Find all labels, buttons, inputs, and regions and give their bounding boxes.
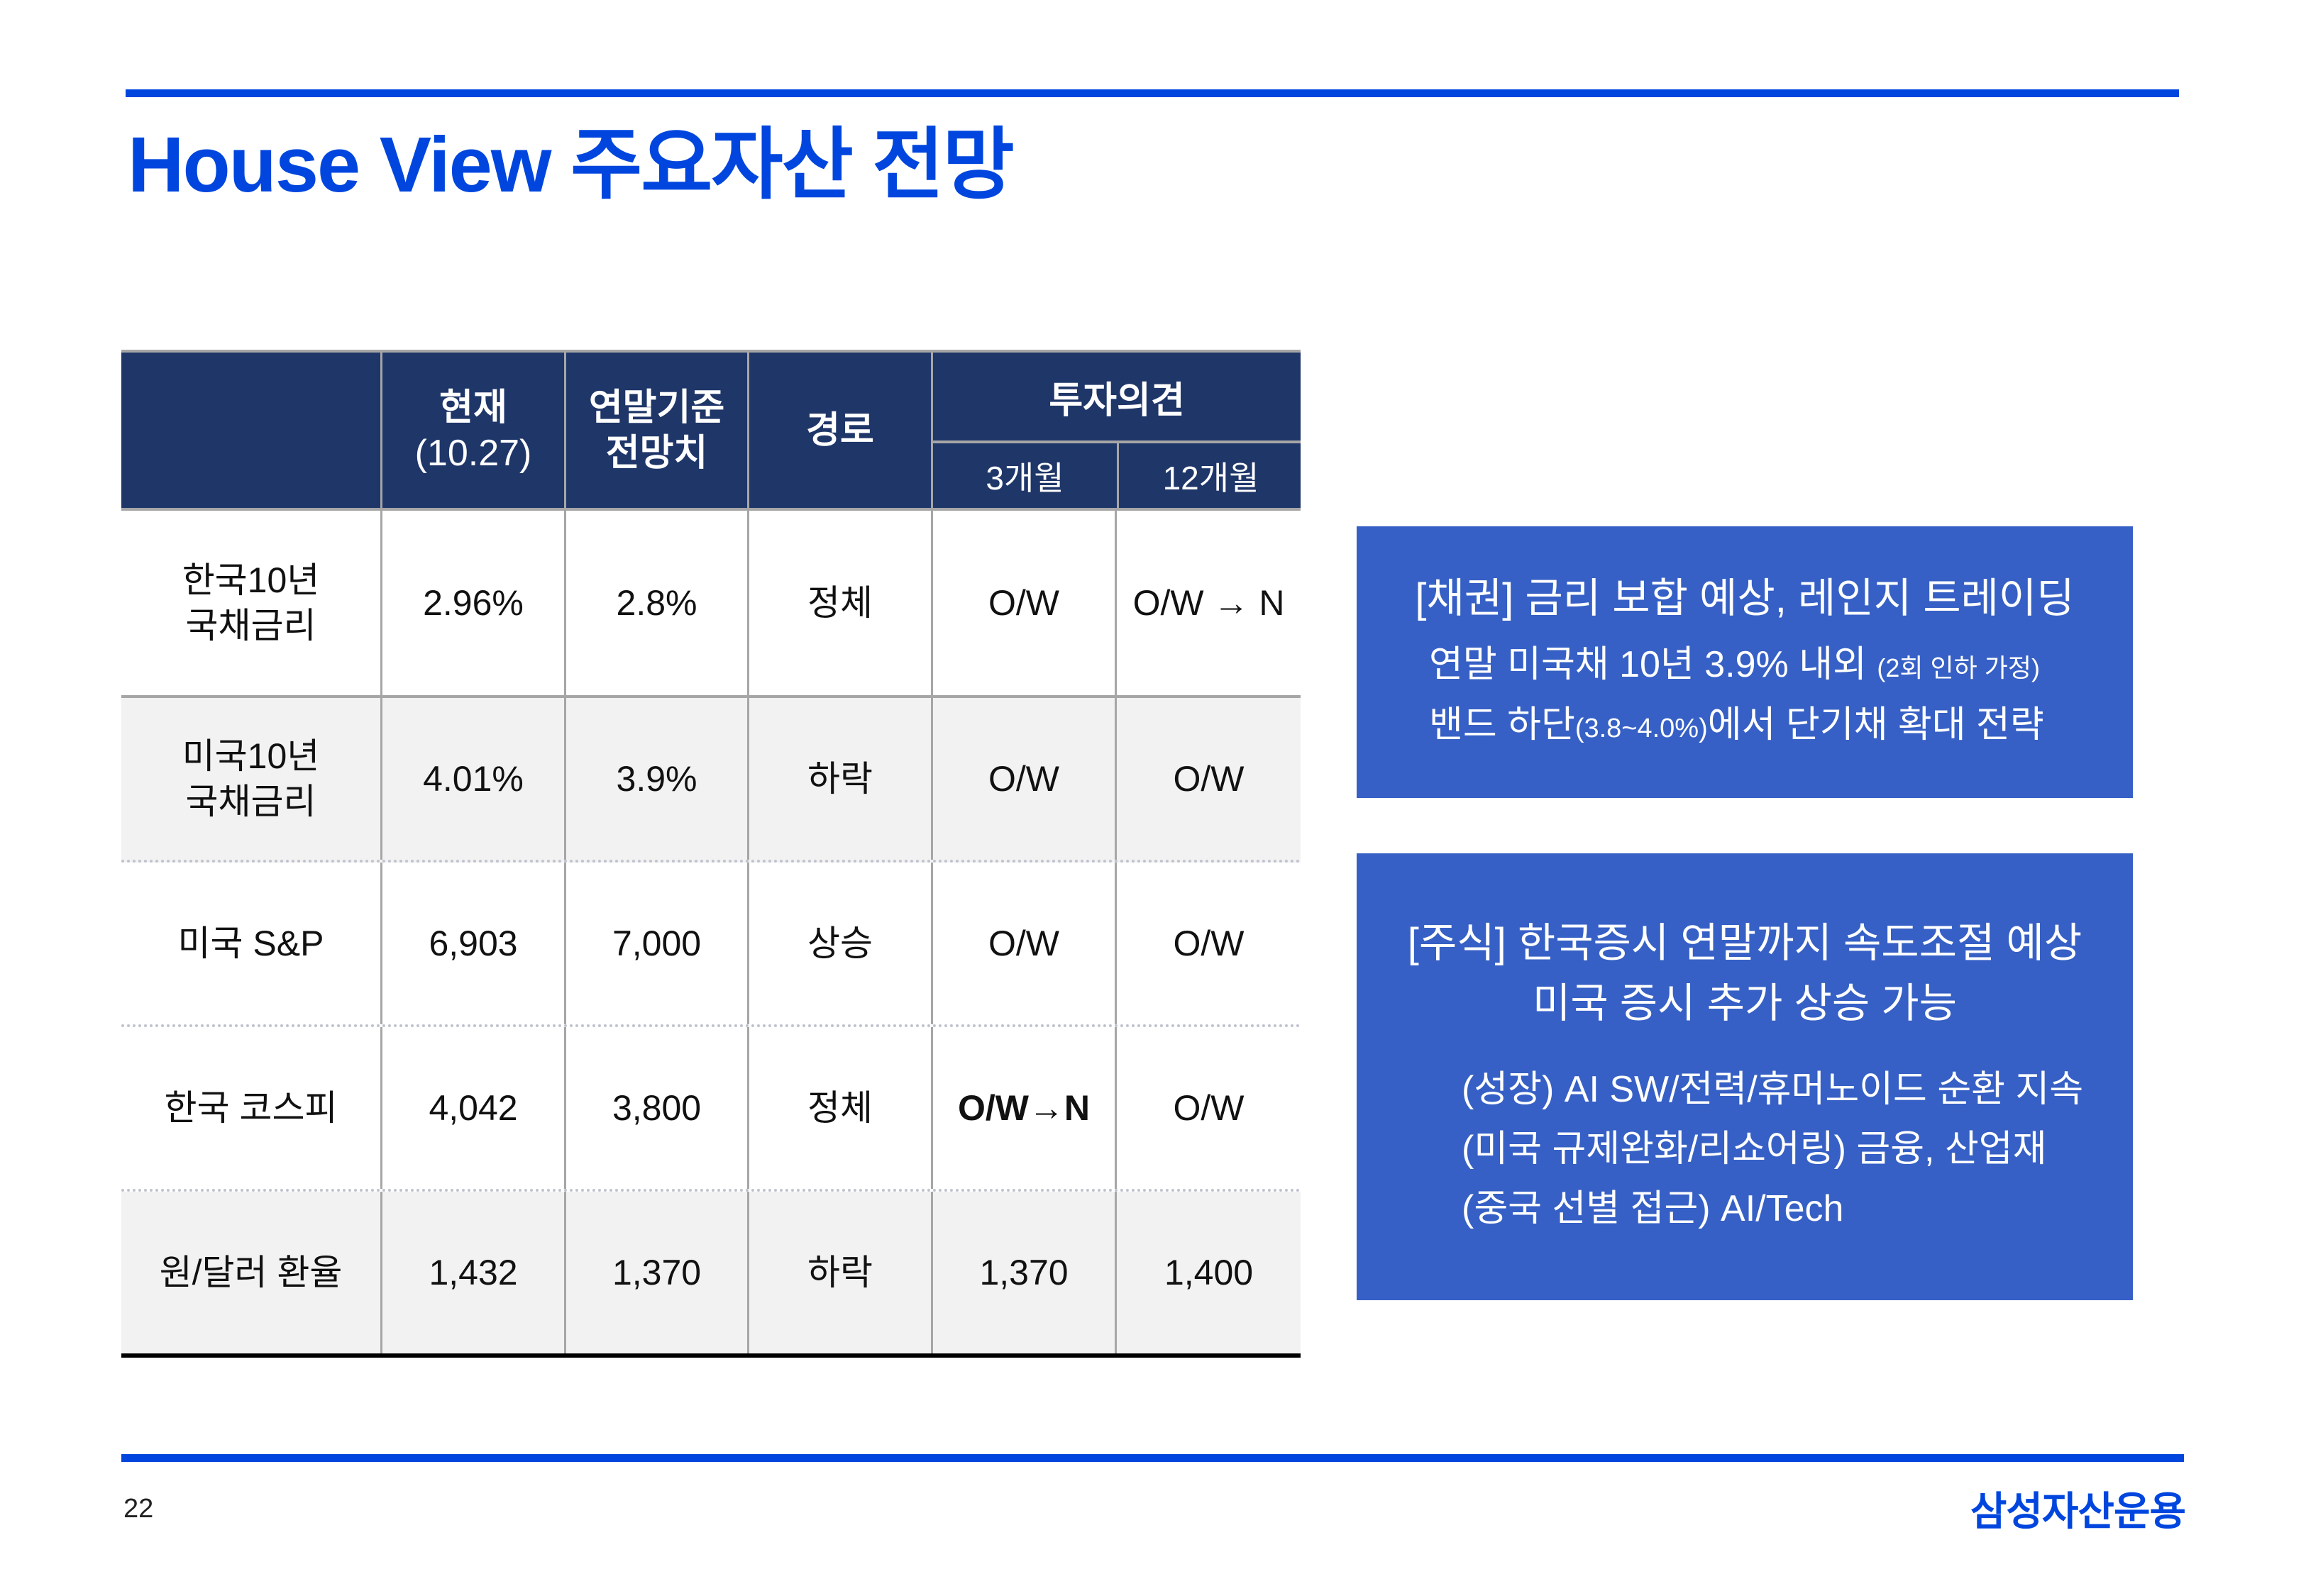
header-current-date: (10.27) [414,432,532,474]
equity-outlook-callout: [주식] 한국증시 연말까지 속도조절 예상 미국 증시 추가 상승 가능 (성… [1357,853,2133,1300]
header-opinion-12m: 12개월 [1117,443,1303,508]
cell-opinion-3m: O/W→N [931,1027,1115,1189]
equity-point: (중국 선별 접근) AI/Tech [1462,1188,1844,1229]
header-opinion-label: 투자의견 [933,353,1301,443]
header-forecast-line2: 전망치 [605,432,708,474]
asset-name-line1: 한국10년 [182,560,320,600]
bond-line-1: 연말 미국채 10년 3.9% 내외 (2회 인하 가정) [1429,640,2040,693]
header-forecast: 연말기준 전망치 [564,353,747,508]
bond-line-1-note: (2회 인하 가정) [1877,653,2040,682]
cell-asset: 미국10년 국채금리 [121,698,380,860]
cell-forecast: 1,370 [564,1192,747,1353]
bond-outlook-callout: [채권] 금리 보합 예상, 레인지 트레이딩 연말 미국채 10년 3.9% … [1357,526,2133,798]
asset-outlook-table: 현재 (10.27) 연말기준 전망치 경로 투자의견 3개월 12개월 한국1… [121,350,1301,1358]
cell-opinion-12m: O/W [1115,863,1301,1024]
table-row: 한국10년 국채금리 2.96% 2.8% 정체 O/W O/W → N [121,511,1301,698]
table-row: 미국10년 국채금리 4.01% 3.9% 하락 O/W O/W [121,698,1301,863]
cell-opinion-12m: O/W → N [1115,511,1301,695]
cell-asset: 미국 S&P [177,924,324,963]
bond-line-2: 밴드 하단(3.8~4.0%)에서 단기채 확대 전략 [1429,700,2044,753]
bond-line-1-main: 연말 미국채 10년 3.9% 내외 [1429,644,1877,685]
header-opinion-group: 투자의견 3개월 12개월 [931,353,1301,508]
header-current-label: 현재 [439,387,507,428]
cell-opinion-3m: 1,370 [931,1192,1115,1353]
table-row: 한국 코스피 4,042 3,800 정체 O/W→N O/W [121,1027,1301,1192]
header-path: 경로 [747,353,931,508]
cell-current: 4,042 [380,1027,564,1189]
header-asset [121,353,380,508]
header-current: 현재 (10.27) [380,353,564,508]
cell-opinion-12m: O/W [1115,698,1301,860]
cell-opinion-3m: O/W [931,698,1115,860]
brand-logo: 삼성자산운용 [1970,1489,2186,1534]
cell-path: 하락 [747,1192,931,1353]
page-title: House View 주요자산 전망 [128,121,1015,209]
bond-line-2-pre: 밴드 하단 [1429,704,1575,746]
cell-opinion-3m: O/W [931,511,1115,695]
header-opinion-3m: 3개월 [986,459,1064,497]
asset-name-line1: 미국10년 [182,736,320,776]
equity-point: (미국 규제완화/리쇼어링) 금융, 산업재 [1462,1129,2047,1170]
cell-path: 정체 [747,511,931,695]
cell-path: 상승 [747,863,931,1024]
cell-current: 6,903 [380,863,564,1024]
cell-forecast: 7,000 [564,863,747,1024]
cell-opinion-3m: O/W [931,863,1115,1024]
bottom-accent-rule [121,1454,2184,1462]
equity-headline-2: 미국 증시 추가 상승 가능 [1532,980,1958,1026]
cell-path: 정체 [747,1027,931,1189]
header-forecast-line1: 연말기준 [588,387,725,428]
table-row: 미국 S&P 6,903 7,000 상승 O/W O/W [121,863,1301,1027]
top-accent-rule [126,89,2179,97]
bond-headline: [채권] 금리 보합 예상, 레인지 트레이딩 [1415,575,2075,621]
asset-name-line2: 국채금리 [185,606,316,645]
cell-current: 1,432 [380,1192,564,1353]
equity-point: (성장) AI SW/전력/휴머노이드 순환 지속 [1462,1069,2084,1110]
asset-name-line2: 국채금리 [185,782,316,821]
equity-headline-1: [주식] 한국증시 연말까지 속도조절 예상 [1407,920,2082,966]
cell-current: 2.96% [380,511,564,695]
table-header: 현재 (10.27) 연말기준 전망치 경로 투자의견 3개월 12개월 [121,350,1301,511]
cell-forecast: 2.8% [564,511,747,695]
cell-asset: 한국10년 국채금리 [121,511,380,695]
cell-current: 4.01% [380,698,564,860]
bond-line-2-post: 에서 단기채 확대 전략 [1707,704,2044,746]
cell-forecast: 3,800 [564,1027,747,1189]
bond-line-2-range: (3.8~4.0%) [1574,714,1708,743]
cell-asset: 한국 코스피 [164,1088,338,1128]
page-number: 22 [123,1494,154,1524]
cell-forecast: 3.9% [564,698,747,860]
cell-path: 하락 [747,698,931,860]
cell-opinion-12m: O/W [1115,1027,1301,1189]
cell-asset: 원/달러 환율 [159,1253,343,1292]
cell-opinion-12m: 1,400 [1115,1192,1301,1353]
table-row: 원/달러 환율 1,432 1,370 하락 1,370 1,400 [121,1192,1301,1358]
